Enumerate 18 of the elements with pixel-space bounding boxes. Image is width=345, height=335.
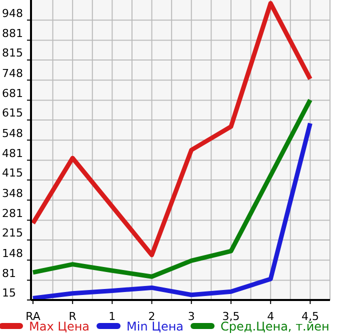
x-tick-label: 3 xyxy=(188,310,195,324)
x-tick-label: 1 xyxy=(108,310,116,324)
y-tick-label: 215 xyxy=(2,226,23,240)
y-tick-label: 348 xyxy=(2,186,23,200)
y-tick-label: 748 xyxy=(2,66,23,80)
y-tick-label: 815 xyxy=(2,46,23,60)
y-tick-label: 148 xyxy=(2,246,23,260)
y-tick-label: 948 xyxy=(2,6,23,20)
y-tick-label: 615 xyxy=(2,106,23,120)
y-tick-label: 281 xyxy=(2,206,23,220)
y-tick-label: 881 xyxy=(2,26,23,40)
y-tick-label: 681 xyxy=(2,86,23,100)
y-tick-label: 15 xyxy=(2,286,16,300)
y-tick-label: 81 xyxy=(2,266,16,280)
y-tick-label: 415 xyxy=(2,166,23,180)
y-tick-label: 548 xyxy=(2,126,23,140)
y-tick-label: 481 xyxy=(2,146,23,160)
x-tick-label: 4 xyxy=(267,310,274,324)
